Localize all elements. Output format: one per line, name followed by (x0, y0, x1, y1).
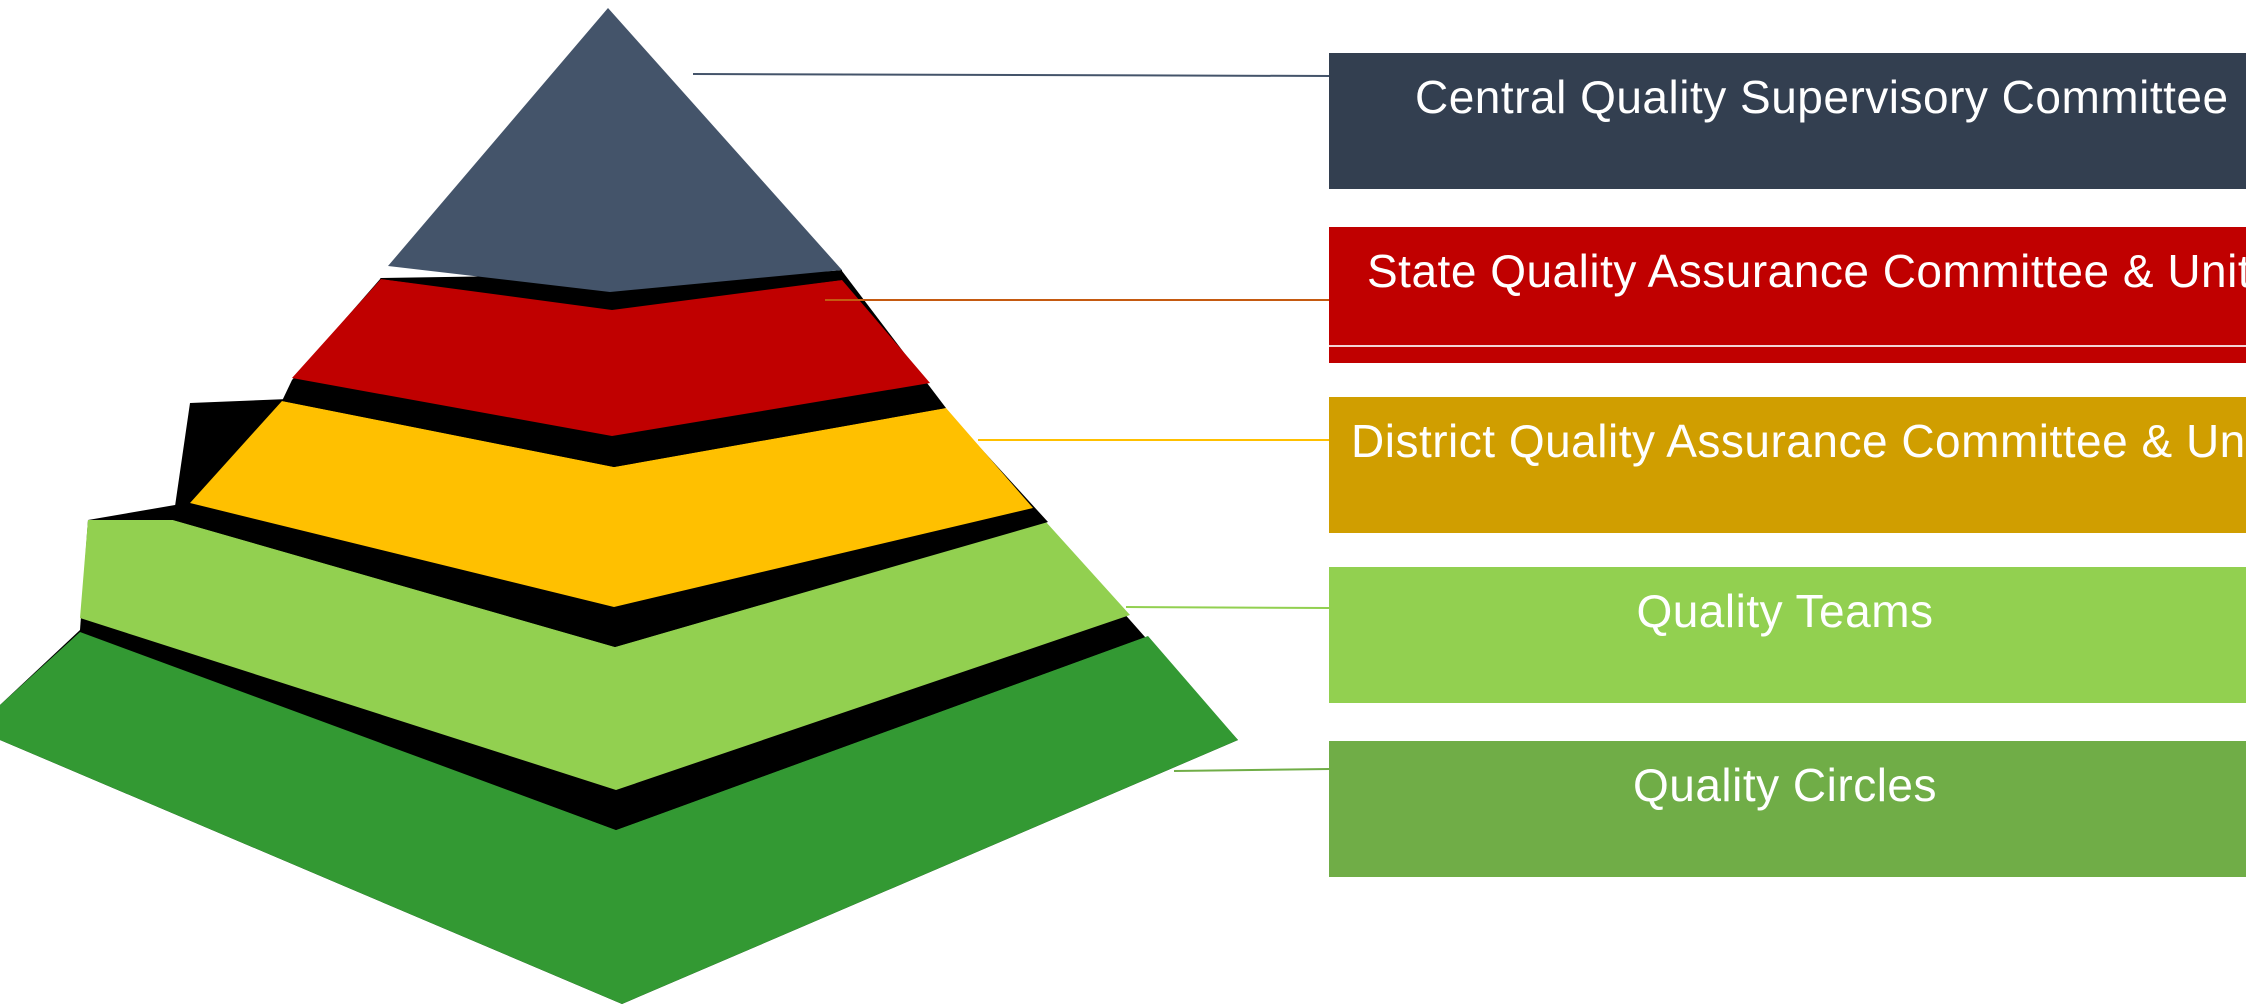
level-box-divider (1329, 345, 2246, 347)
pyramid-tier-state (292, 279, 930, 436)
pyramid-tier-district (190, 401, 1033, 607)
level-label-quality-circles: Quality Circles (1632, 759, 1937, 811)
level-label-central: Central Quality Supervisory Committee (1415, 71, 2229, 123)
pyramid (0, 8, 1238, 1004)
level-box-quality-circles: Quality Circles (1329, 741, 2246, 877)
connector-lines (692, 73, 1331, 772)
pyramid-tier-central (388, 8, 842, 292)
level-box-central: Central Quality Supervisory Committee (1329, 53, 2246, 189)
level-label-state: State Quality Assurance Committee & Unit (1367, 245, 2246, 297)
level-label-district: District Quality Assurance Committee & U… (1351, 415, 2246, 467)
pyramid-shadow-apex (380, 270, 842, 310)
connector-line-teams (1125, 606, 1331, 609)
level-box-quality-teams: Quality Teams (1329, 567, 2246, 703)
pyramid-tier-quality-teams (80, 520, 1130, 790)
level-label-quality-teams: Quality Teams (1636, 585, 1934, 637)
connector-line-central (692, 73, 1331, 77)
level-box-district: District Quality Assurance Committee & U… (1329, 397, 2246, 533)
pyramid-tier-quality-circles (0, 632, 1238, 1004)
connector-line-circles (1173, 768, 1331, 772)
level-box-state: State Quality Assurance Committee & Unit (1329, 227, 2246, 363)
